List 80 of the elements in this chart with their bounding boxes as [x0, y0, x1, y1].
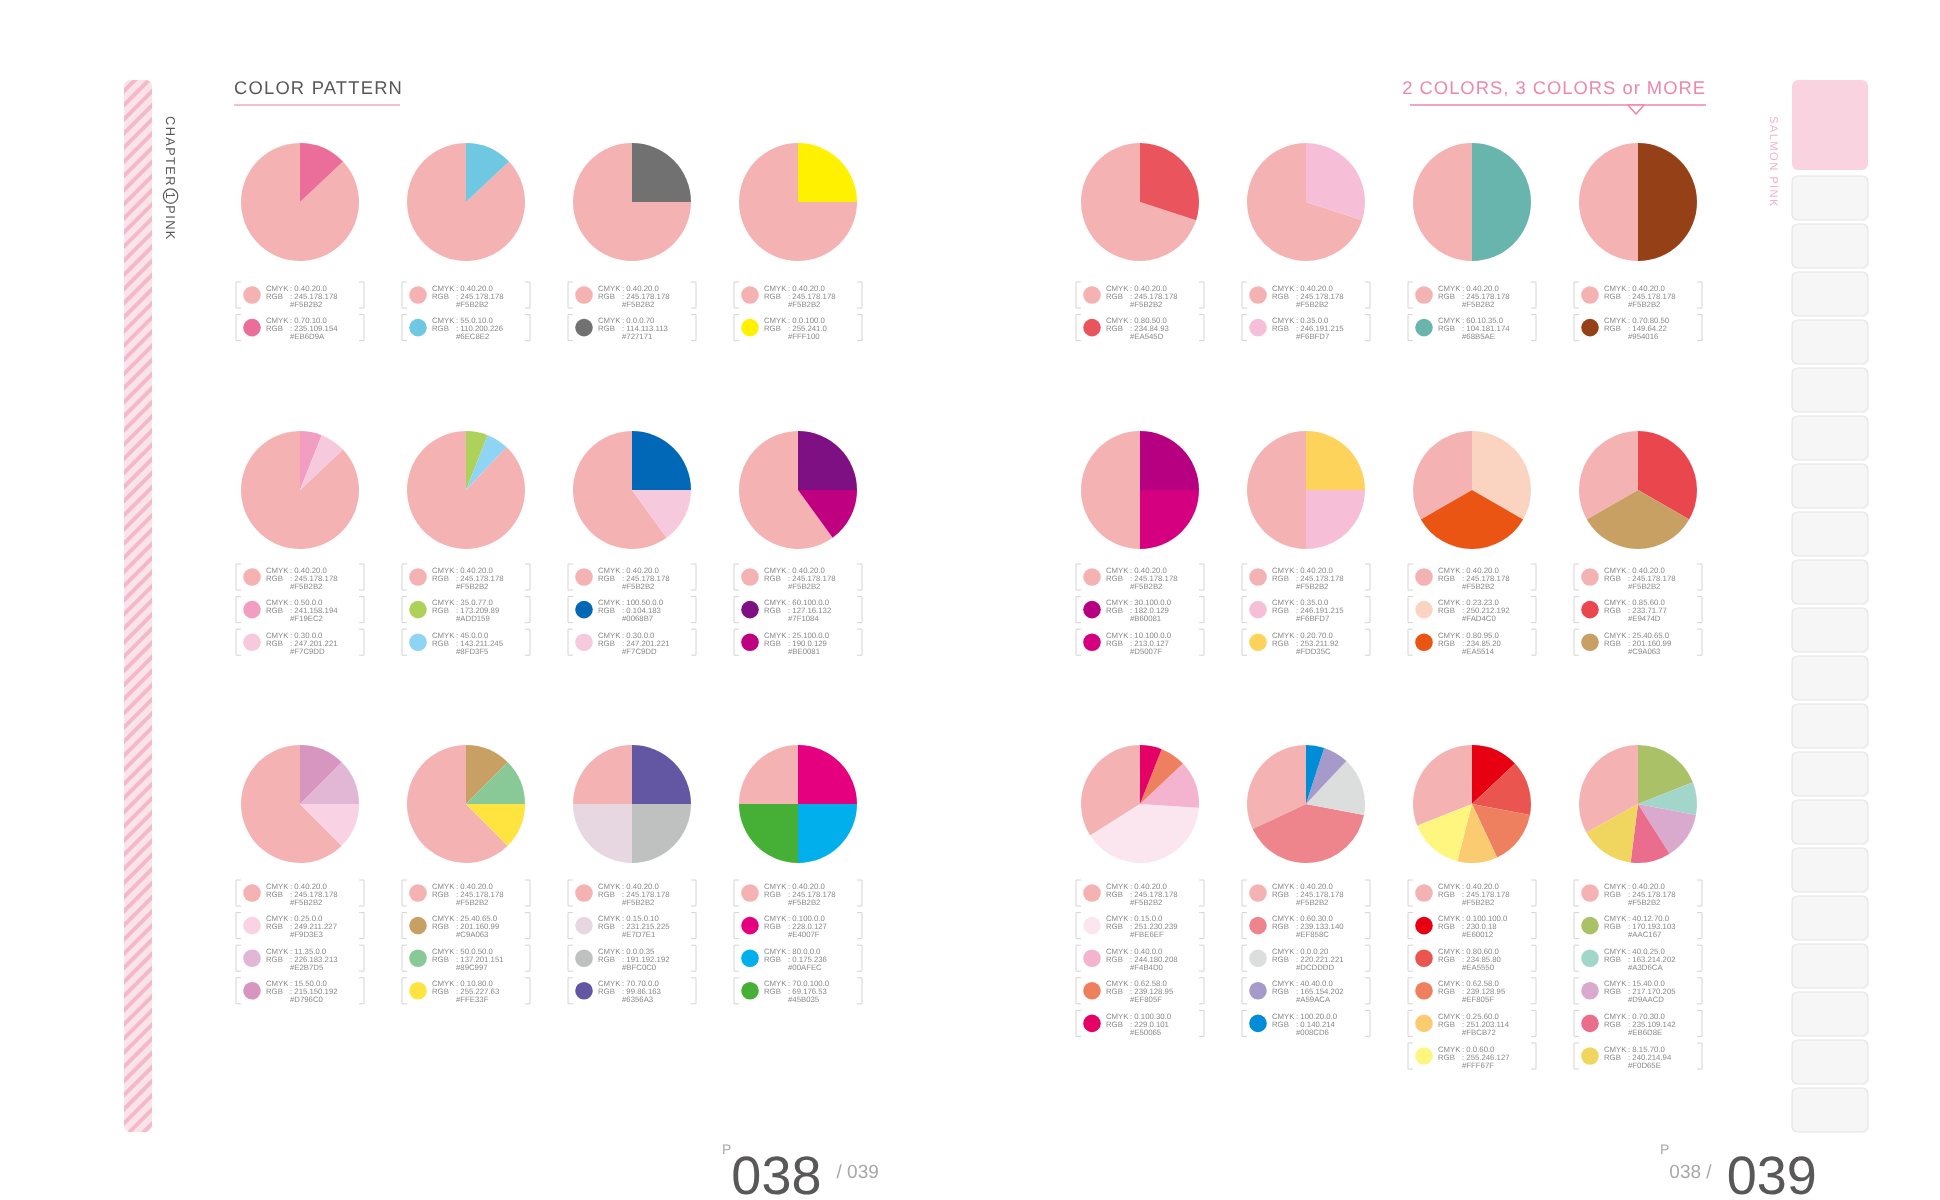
pie-slice — [300, 762, 359, 804]
pie-slice — [1413, 745, 1472, 826]
pie-slice — [241, 143, 359, 261]
pie-slice — [241, 431, 359, 549]
pie-slice — [798, 490, 857, 538]
pie-slice — [1081, 431, 1140, 549]
pie-slice — [1630, 804, 1670, 863]
pie-slice — [1638, 745, 1693, 804]
pie-slice — [300, 804, 359, 846]
pie-slice — [1247, 431, 1306, 549]
pie-slice — [1140, 763, 1199, 808]
pie-slice — [1457, 804, 1498, 863]
pie-slice — [1140, 143, 1199, 221]
pie-slice — [300, 435, 344, 490]
pie-slice — [573, 745, 632, 804]
pie-slice — [300, 745, 342, 804]
pie-slice — [1420, 490, 1524, 549]
pie-slice — [1579, 431, 1638, 520]
pie-slice — [1306, 747, 1347, 804]
pie-slice — [632, 745, 691, 804]
pie-slice — [1579, 143, 1638, 261]
pie-slice — [632, 804, 691, 863]
pie-slice — [466, 143, 510, 202]
pie-slice — [1247, 143, 1363, 261]
pie-slice — [573, 804, 632, 863]
pie-slice — [1090, 804, 1199, 863]
pie-slice — [1252, 804, 1364, 863]
pie-slice — [1586, 490, 1690, 549]
pie-slice — [632, 143, 691, 202]
pie-slice — [1417, 804, 1472, 862]
pie-slice — [466, 431, 488, 490]
pie-slice — [407, 143, 525, 261]
pie-slice — [739, 431, 833, 549]
pie-slice — [739, 804, 798, 863]
pie-slice — [1081, 745, 1140, 836]
pie-slice — [1306, 431, 1365, 490]
pie-slice — [466, 804, 525, 846]
pie-slice — [798, 745, 857, 804]
pie-slice — [1247, 745, 1306, 830]
pie-slice — [1472, 763, 1531, 816]
pie-slice — [300, 431, 322, 490]
pie-slice — [739, 143, 857, 261]
pie-slice — [407, 745, 508, 863]
pie-slice — [632, 431, 691, 490]
pie-slice — [466, 745, 508, 804]
pie-slice — [1306, 745, 1325, 804]
pie-slice — [1140, 745, 1162, 804]
pie-slice — [1579, 745, 1638, 833]
pie-slice — [1472, 431, 1531, 520]
pie-slice — [1586, 804, 1638, 863]
pie-slice — [466, 762, 525, 804]
pie-slice — [1081, 143, 1197, 261]
pie-slice — [1638, 431, 1697, 520]
pie-slice — [1413, 431, 1472, 520]
pie-slice — [1472, 745, 1516, 804]
pie-slice — [1140, 490, 1199, 549]
pie-slice — [573, 143, 691, 261]
pie-slice — [1306, 490, 1365, 549]
pie-slice — [1638, 804, 1696, 854]
pie-slice — [300, 143, 344, 202]
pie-slice — [1140, 749, 1184, 804]
pie-slice — [632, 490, 691, 538]
pie-slice — [466, 435, 507, 490]
chart-title: COLOR PATTERN — [234, 78, 404, 98]
pie-slice — [1472, 804, 1530, 858]
pie-slice — [798, 143, 857, 202]
text: 2 COLORS, 3 COLORS or MORE — [1402, 78, 1706, 98]
pie-slice — [1140, 431, 1199, 490]
pie-slice — [739, 745, 798, 804]
pie-slice — [407, 431, 525, 549]
pie-slice — [573, 431, 667, 549]
pie-slice — [1638, 143, 1697, 261]
pie-slice — [798, 431, 857, 490]
pie-slice — [1306, 760, 1365, 816]
pie-slice — [241, 745, 342, 863]
pie-slice — [798, 804, 857, 863]
pie-slice — [1306, 143, 1365, 221]
pie-slice — [1413, 143, 1472, 261]
pie-slice — [1638, 782, 1697, 816]
pie-slice — [1472, 143, 1531, 261]
